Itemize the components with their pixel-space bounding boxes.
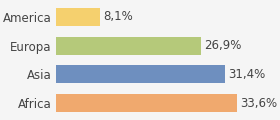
Text: 26,9%: 26,9%	[204, 39, 242, 52]
Text: 33,6%: 33,6%	[240, 97, 277, 110]
Bar	[56, 37, 201, 54]
Bar	[56, 66, 225, 83]
Bar	[56, 8, 100, 26]
Text: 8,1%: 8,1%	[103, 10, 133, 23]
Bar	[56, 94, 237, 112]
Text: 31,4%: 31,4%	[228, 68, 266, 81]
